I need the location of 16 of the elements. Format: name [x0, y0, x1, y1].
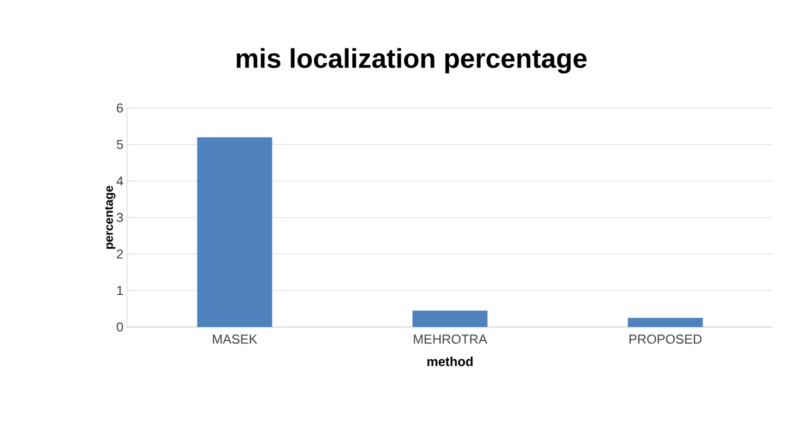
y-axis-title: percentage — [105, 186, 116, 249]
x-tick-label: MASEK — [212, 334, 258, 344]
bar — [628, 318, 703, 328]
y-tick-label: 2 — [116, 249, 123, 259]
x-axis-title: method — [427, 356, 473, 366]
bar — [197, 137, 272, 328]
y-tick-label: 6 — [116, 103, 123, 113]
bar — [412, 310, 488, 328]
y-tick-label: 4 — [116, 176, 124, 186]
chart-title: mis localization percentage — [236, 48, 587, 74]
x-tick-label: MEHROTRA — [414, 334, 488, 344]
y-tick-label: 3 — [116, 212, 123, 222]
y-tick-label: 1 — [117, 286, 123, 295]
x-tick-label: PROPOSED — [630, 334, 702, 344]
y-tick-label: 5 — [116, 140, 123, 150]
y-tick-label: 0 — [116, 322, 123, 332]
